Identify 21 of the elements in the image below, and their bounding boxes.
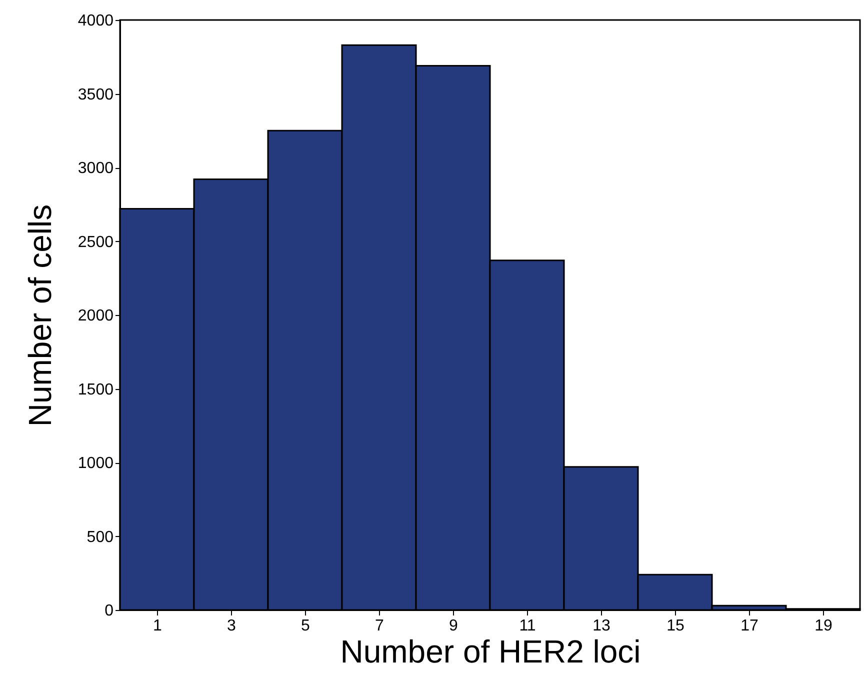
x-axis-title: Number of HER2 loci bbox=[340, 634, 641, 670]
y-tick-label: 2500 bbox=[78, 234, 114, 251]
x-tick-label: 19 bbox=[814, 618, 832, 634]
y-tick-label: 500 bbox=[86, 528, 114, 546]
x-tick-label: 11 bbox=[519, 618, 536, 634]
x-tick-label: 7 bbox=[375, 618, 384, 634]
y-tick-label: 3500 bbox=[78, 86, 114, 104]
x-tick-label: 3 bbox=[227, 618, 236, 634]
y-tick-label: 0 bbox=[104, 602, 114, 620]
x-tick-label: 1 bbox=[153, 618, 162, 634]
x-tick-label: 17 bbox=[740, 618, 758, 634]
y-tick-label: 4000 bbox=[78, 12, 114, 30]
y-axis-title: Number of cells bbox=[22, 204, 58, 427]
x-tick-label: 5 bbox=[301, 618, 310, 634]
x-tick-label: 9 bbox=[449, 618, 458, 634]
y-tick-label: 1000 bbox=[78, 455, 114, 472]
y-tick-label: 2000 bbox=[78, 308, 114, 324]
x-tick-label: 13 bbox=[592, 618, 610, 634]
y-tick-label: 1500 bbox=[78, 381, 114, 398]
x-tick-label: 15 bbox=[666, 618, 684, 634]
y-tick-label: 3000 bbox=[78, 160, 114, 177]
